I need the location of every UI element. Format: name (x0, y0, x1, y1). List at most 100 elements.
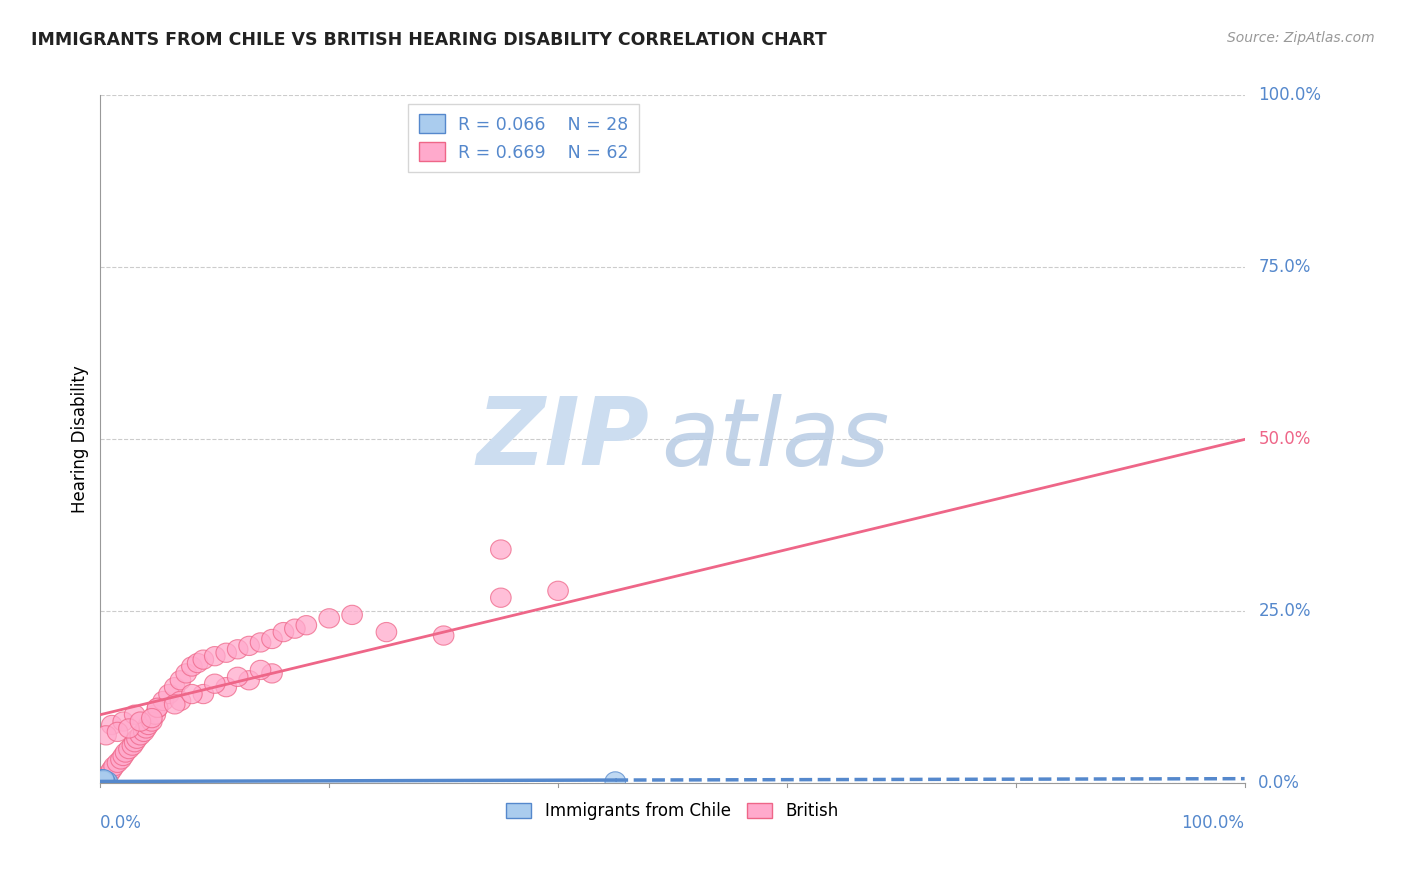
Ellipse shape (94, 772, 115, 792)
Ellipse shape (93, 771, 112, 789)
Text: ZIP: ZIP (477, 393, 650, 485)
Ellipse shape (217, 678, 236, 697)
Text: atlas: atlas (661, 394, 889, 485)
Ellipse shape (145, 705, 166, 724)
Ellipse shape (136, 719, 156, 738)
Ellipse shape (193, 650, 214, 669)
Ellipse shape (93, 771, 112, 790)
Ellipse shape (124, 732, 145, 752)
Ellipse shape (228, 640, 247, 659)
Ellipse shape (94, 772, 115, 791)
Ellipse shape (433, 626, 454, 645)
Ellipse shape (124, 705, 145, 724)
Ellipse shape (159, 684, 180, 704)
Ellipse shape (148, 698, 167, 717)
Ellipse shape (134, 723, 155, 741)
Ellipse shape (273, 623, 294, 641)
Ellipse shape (239, 671, 259, 690)
Y-axis label: Hearing Disability: Hearing Disability (72, 366, 89, 513)
Text: 0.0%: 0.0% (100, 814, 142, 832)
Ellipse shape (94, 772, 115, 792)
Ellipse shape (605, 772, 626, 791)
Ellipse shape (96, 772, 117, 792)
Ellipse shape (93, 771, 114, 789)
Ellipse shape (181, 684, 202, 704)
Text: 25.0%: 25.0% (1258, 602, 1310, 621)
Ellipse shape (131, 726, 150, 745)
Ellipse shape (239, 636, 259, 656)
Ellipse shape (93, 771, 112, 790)
Ellipse shape (91, 771, 112, 789)
Text: 75.0%: 75.0% (1258, 259, 1310, 277)
Ellipse shape (104, 756, 124, 776)
Ellipse shape (101, 760, 122, 780)
Ellipse shape (176, 664, 197, 683)
Ellipse shape (93, 772, 114, 792)
Ellipse shape (107, 753, 128, 772)
Ellipse shape (204, 674, 225, 693)
Ellipse shape (138, 715, 159, 735)
Ellipse shape (93, 772, 114, 791)
Ellipse shape (118, 719, 139, 738)
Ellipse shape (96, 772, 117, 791)
Ellipse shape (93, 771, 112, 790)
Text: 0.0%: 0.0% (1258, 774, 1301, 792)
Ellipse shape (548, 582, 568, 600)
Ellipse shape (100, 764, 120, 783)
Ellipse shape (262, 664, 283, 683)
Ellipse shape (193, 684, 214, 704)
Ellipse shape (165, 678, 186, 697)
Ellipse shape (342, 606, 363, 624)
Ellipse shape (122, 736, 142, 756)
Ellipse shape (93, 770, 114, 789)
Ellipse shape (284, 619, 305, 639)
Ellipse shape (93, 770, 112, 789)
Ellipse shape (319, 608, 339, 628)
Ellipse shape (131, 712, 150, 731)
Ellipse shape (91, 770, 112, 789)
Text: 50.0%: 50.0% (1258, 431, 1310, 449)
Ellipse shape (91, 771, 112, 789)
Ellipse shape (142, 712, 162, 731)
Ellipse shape (111, 750, 131, 769)
Ellipse shape (101, 715, 122, 735)
Ellipse shape (93, 771, 114, 790)
Text: 100.0%: 100.0% (1181, 814, 1244, 832)
Ellipse shape (228, 667, 247, 687)
Ellipse shape (262, 630, 283, 648)
Ellipse shape (153, 691, 173, 711)
Text: IMMIGRANTS FROM CHILE VS BRITISH HEARING DISABILITY CORRELATION CHART: IMMIGRANTS FROM CHILE VS BRITISH HEARING… (31, 31, 827, 49)
Ellipse shape (181, 657, 202, 676)
Ellipse shape (170, 671, 191, 690)
Text: 100.0%: 100.0% (1258, 87, 1322, 104)
Ellipse shape (491, 540, 512, 559)
Ellipse shape (107, 723, 128, 741)
Ellipse shape (93, 771, 114, 789)
Ellipse shape (217, 643, 236, 663)
Ellipse shape (96, 726, 117, 745)
Ellipse shape (112, 747, 134, 765)
Ellipse shape (115, 743, 136, 762)
Ellipse shape (148, 698, 167, 717)
Ellipse shape (127, 729, 148, 748)
Ellipse shape (170, 691, 191, 711)
Ellipse shape (297, 615, 316, 635)
Ellipse shape (250, 660, 271, 680)
Ellipse shape (97, 772, 118, 791)
Ellipse shape (93, 771, 112, 789)
Ellipse shape (91, 772, 112, 791)
Ellipse shape (96, 767, 117, 786)
Ellipse shape (250, 632, 271, 652)
Ellipse shape (142, 708, 162, 728)
Ellipse shape (491, 588, 512, 607)
Ellipse shape (187, 654, 208, 673)
Ellipse shape (93, 772, 114, 791)
Text: Source: ZipAtlas.com: Source: ZipAtlas.com (1227, 31, 1375, 45)
Legend: Immigrants from Chile, British: Immigrants from Chile, British (499, 796, 845, 827)
Ellipse shape (165, 695, 186, 714)
Ellipse shape (93, 771, 114, 790)
Ellipse shape (94, 772, 115, 792)
Ellipse shape (112, 712, 134, 731)
Ellipse shape (91, 771, 112, 790)
Ellipse shape (204, 647, 225, 665)
